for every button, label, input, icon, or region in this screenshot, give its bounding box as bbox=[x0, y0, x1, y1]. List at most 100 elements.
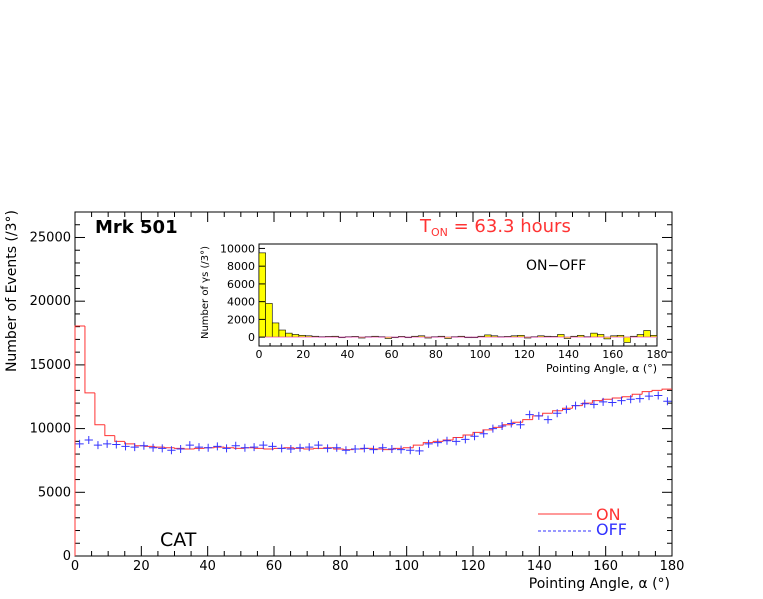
legend-off-label: OFF bbox=[596, 520, 627, 539]
on-bin bbox=[233, 447, 245, 449]
on-bin bbox=[532, 415, 543, 420]
off-point bbox=[608, 398, 617, 407]
off-point bbox=[259, 441, 268, 450]
main-x-tick-label: 0 bbox=[71, 559, 79, 574]
off-point bbox=[479, 429, 488, 438]
off-point bbox=[286, 444, 295, 453]
on-bin bbox=[452, 437, 464, 441]
off-point bbox=[406, 446, 415, 455]
inset-plot: 0 20 40 60 80 100 120 140 160 180 0 2000 4000 6000 800… bbox=[200, 242, 668, 375]
off-point bbox=[249, 443, 259, 452]
exposure-label: TON = 63.3 hours bbox=[419, 216, 571, 239]
off-point bbox=[130, 443, 139, 452]
on-bin bbox=[581, 402, 593, 406]
inset-x-tick-label: 160 bbox=[602, 348, 623, 361]
off-point bbox=[580, 399, 589, 408]
excess-bin bbox=[643, 330, 651, 338]
main-y-tick-label: 25000 bbox=[30, 230, 71, 245]
on-bin bbox=[74, 325, 85, 556]
off-point bbox=[507, 419, 516, 428]
off-point bbox=[360, 444, 369, 453]
off-point bbox=[295, 443, 305, 452]
experiment-label: CAT bbox=[160, 529, 197, 551]
off-point bbox=[534, 411, 543, 420]
exposure-label-subscript: ON bbox=[431, 226, 448, 239]
excess-bin bbox=[265, 303, 273, 338]
inset-x-tick-label: 20 bbox=[296, 348, 310, 361]
on-series-step bbox=[74, 325, 672, 556]
on-bin bbox=[293, 447, 304, 449]
main-axis-ticks: 0 20 40 60 80 100 120 140 160 1800500010000150002… bbox=[30, 212, 684, 574]
on-bin bbox=[213, 446, 225, 448]
off-series-points bbox=[75, 391, 672, 455]
on-bin bbox=[303, 448, 314, 450]
main-plot-title: Mrk 501 bbox=[95, 217, 178, 238]
main-x-tick-label: 80 bbox=[332, 559, 349, 574]
off-point bbox=[314, 441, 323, 450]
off-point bbox=[598, 397, 608, 406]
excess-bin bbox=[258, 252, 266, 338]
on-bin bbox=[432, 440, 444, 443]
main-x-tick-label: 120 bbox=[461, 559, 486, 574]
on-bin bbox=[591, 400, 603, 404]
main-x-tick-label: 20 bbox=[133, 559, 150, 574]
on-bin bbox=[482, 429, 493, 433]
off-point bbox=[350, 444, 360, 453]
on-bin bbox=[343, 448, 354, 451]
on-bin bbox=[621, 396, 633, 399]
off-point bbox=[461, 435, 470, 444]
off-point bbox=[121, 442, 130, 451]
exposure-label-value: = 63.3 hours bbox=[448, 216, 571, 237]
on-bin bbox=[313, 447, 324, 449]
on-bin bbox=[641, 391, 653, 395]
off-point bbox=[369, 445, 378, 454]
off-point bbox=[75, 439, 84, 448]
off-point bbox=[470, 432, 479, 441]
on-bin bbox=[542, 412, 553, 416]
off-point bbox=[341, 446, 351, 455]
inset-axis-ticks: 0 20 40 60 80 100 120 140 160 180 0 2000 4000 6000 800… bbox=[220, 242, 668, 361]
legend-on-label: ON bbox=[596, 505, 621, 524]
on-bin bbox=[402, 447, 414, 449]
inset-x-tick-label: 140 bbox=[558, 348, 579, 361]
exposure-label-t: T bbox=[419, 216, 432, 237]
on-bin bbox=[154, 446, 165, 448]
off-point bbox=[654, 391, 663, 400]
main-x-tick-label: 160 bbox=[593, 559, 618, 574]
off-point bbox=[415, 446, 424, 455]
on-bin bbox=[373, 448, 384, 450]
off-point bbox=[185, 441, 194, 450]
on-bin bbox=[422, 442, 434, 446]
off-point bbox=[424, 439, 433, 448]
on-bin bbox=[462, 434, 473, 438]
off-point bbox=[176, 444, 185, 453]
inset-y-axis-label: Number of γs (/3°) bbox=[200, 246, 211, 339]
off-point bbox=[433, 438, 442, 447]
inset-x-tick-label: 40 bbox=[340, 348, 354, 361]
off-point bbox=[396, 445, 406, 454]
off-point bbox=[84, 436, 93, 445]
off-point bbox=[240, 443, 250, 452]
off-point bbox=[231, 441, 240, 450]
main-x-tick-label: 140 bbox=[527, 559, 552, 574]
on-bin bbox=[94, 392, 105, 426]
off-point bbox=[663, 397, 672, 406]
main-y-tick-label: 5000 bbox=[38, 485, 71, 500]
off-point bbox=[553, 409, 562, 418]
on-bin bbox=[174, 447, 185, 449]
inset-x-axis-label: Pointing Angle, α (°) bbox=[546, 362, 657, 375]
on-bin bbox=[253, 447, 265, 449]
on-bin bbox=[601, 398, 613, 401]
legend: ON OFF bbox=[538, 505, 627, 539]
off-point bbox=[516, 420, 525, 429]
off-point bbox=[644, 392, 654, 401]
on-bin bbox=[104, 424, 115, 437]
off-point bbox=[148, 443, 158, 452]
inset-y-tick-label: 6000 bbox=[227, 278, 255, 291]
on-bin bbox=[412, 444, 424, 448]
off-point bbox=[497, 422, 507, 431]
off-point bbox=[442, 436, 452, 445]
off-point bbox=[167, 446, 176, 455]
off-point bbox=[589, 400, 599, 409]
